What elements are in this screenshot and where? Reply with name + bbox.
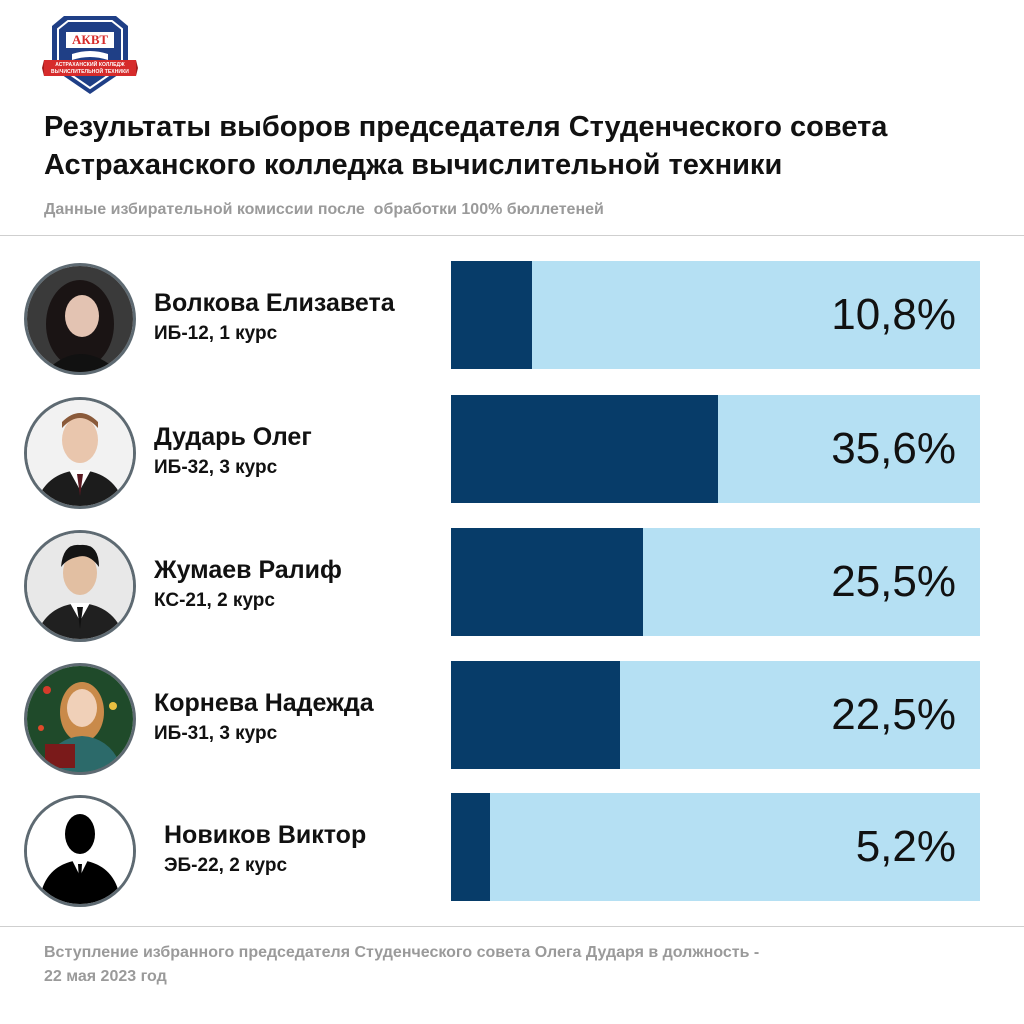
candidate-name: Жумаев Ралиф [154,556,342,584]
data-label: 22,5% [831,690,956,739]
data-label: 25,5% [831,557,956,606]
bar-track: 35,6% [451,395,980,503]
bottom-divider [0,926,1024,927]
footer-line-2: 22 мая 2023 год [44,968,167,985]
candidate-name: Волкова Елизавета [154,289,395,317]
bar [451,793,490,901]
data-label: 5,2% [855,822,956,871]
candidate-group: ИБ-31, 3 курс [154,723,278,744]
bar-track: 10,8% [451,261,980,369]
page-title: Результаты выборов председателя Студенче… [44,108,994,184]
candidate-name: Дударь Олег [154,423,312,451]
avatar [24,397,136,509]
footer-line-1: Вступление избранного председателя Студе… [44,944,760,961]
candidate-row: Дударь Олег ИБ-32, 3 курс 35,6% [0,395,1024,509]
portrait-photo-icon [27,533,133,639]
avatar [24,663,136,775]
bar [451,661,620,769]
portrait-photo-icon [27,666,133,772]
candidate-group: ИБ-12, 1 курс [154,323,278,344]
candidate-row: Жумаев Ралиф КС-21, 2 курс 25,5% [0,528,1024,642]
bar-track: 5,2% [451,793,980,901]
footer-note: Вступление избранного председателя Студе… [44,941,984,989]
portrait-photo-icon [27,400,133,506]
candidate-group: ИБ-32, 3 курс [154,457,278,478]
avatar [24,530,136,642]
logo-abbr: АКВТ [72,32,108,47]
bar-track: 22,5% [451,661,980,769]
college-logo: АКВТ АСТРАХАНСКИЙ КОЛЛЕДЖ ВЫЧИСЛИТЕЛЬНОЙ… [42,14,138,98]
candidate-group: КС-21, 2 курс [154,590,275,611]
data-label: 10,8% [831,290,956,339]
bar [451,395,718,503]
avatar [24,795,136,907]
logo-line-2: ВЫЧИСЛИТЕЛЬНОЙ ТЕХНИКИ [51,69,129,75]
top-divider [0,235,1024,236]
bar-track: 25,5% [451,528,980,636]
candidate-row: Волкова Елизавета ИБ-12, 1 курс 10,8% [0,261,1024,375]
data-label: 35,6% [831,424,956,473]
candidate-name: Новиков Виктор [164,821,367,849]
portrait-photo-icon [27,266,133,372]
avatar [24,263,136,375]
candidate-row: Корнева Надежда ИБ-31, 3 курс 22,5% [0,661,1024,775]
candidate-group: ЭБ-22, 2 курс [164,855,288,876]
title-line-1: Результаты выборов председателя Студенче… [44,111,888,143]
logo-line-1: АСТРАХАНСКИЙ КОЛЛЕДЖ [55,62,125,68]
candidate-name: Корнева Надежда [154,689,374,717]
candidate-row: Новиков Виктор ЭБ-22, 2 курс 5,2% [0,793,1024,907]
title-line-2: Астраханского колледжа вычислительной те… [44,149,783,181]
bar [451,528,643,636]
shield-logo-icon [42,16,138,94]
bar [451,261,532,369]
page-subtitle: Данные избирательной комиссии после обра… [44,201,604,218]
silhouette-icon [27,798,133,904]
